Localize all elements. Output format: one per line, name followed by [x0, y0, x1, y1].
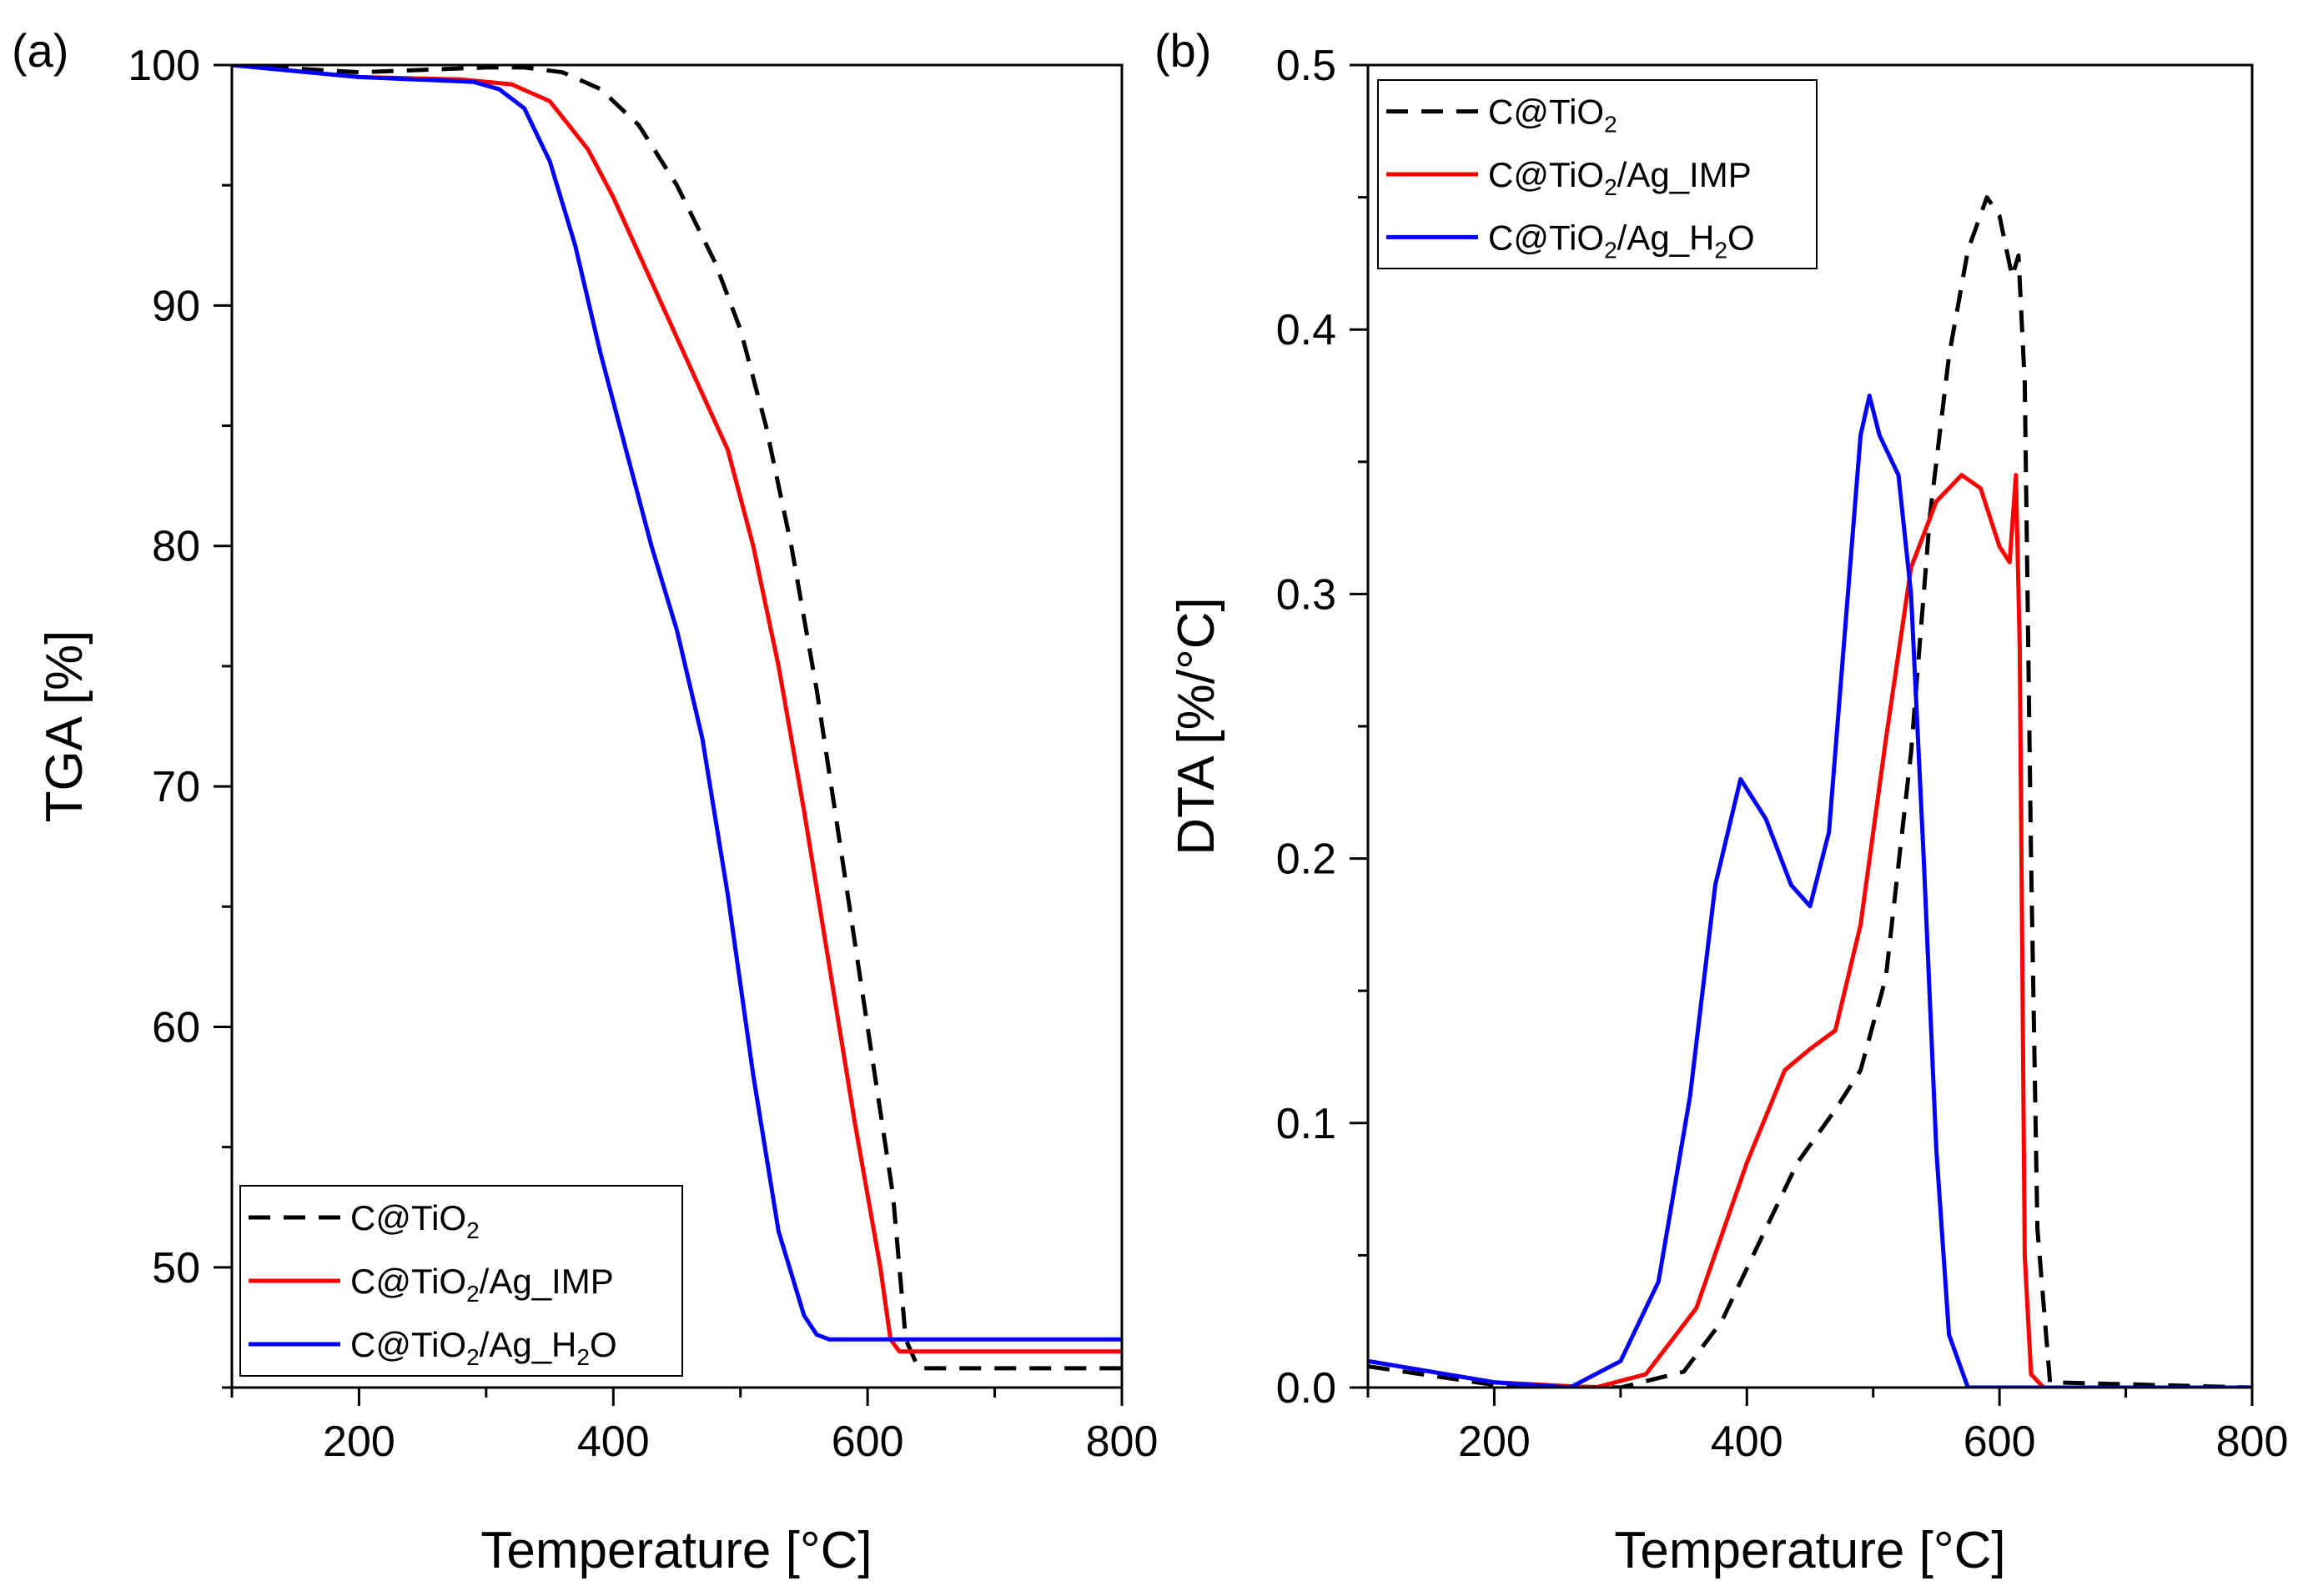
plot-frame: [230, 63, 1124, 1389]
series-line-b-2: [1368, 394, 2252, 1388]
x-tick-label: 600: [832, 1418, 904, 1466]
legend-subscript: 2: [1604, 174, 1617, 200]
legend-entry: C@TiO2: [1488, 93, 1617, 138]
series-line-a-2: [232, 65, 1122, 1342]
x-axis-title: Temperature [°C]: [480, 1522, 872, 1579]
legend-text-part: C@TiO: [350, 1262, 466, 1301]
panel-b-dta: 200 400 600 800 0.0 0.1 0.2 0.3 0.4 0.5 Temperatur…: [1154, 24, 2288, 1579]
legend-text-part: /Ag_H: [1617, 218, 1715, 257]
y-tick-label: 0.4: [1276, 306, 1336, 354]
legend-text-part: /Ag_IMP: [480, 1262, 614, 1301]
y-tick-label: 50: [152, 1244, 200, 1292]
y-tick-label: 0.2: [1276, 836, 1336, 884]
legend-subscript: 2: [466, 1344, 480, 1370]
legend-text-part: O: [590, 1325, 617, 1364]
legend-entry: C@TiO2/Ag_H2O: [1488, 218, 1755, 263]
x-tick-label: 200: [1458, 1418, 1531, 1466]
y-tick-label: 0.0: [1276, 1364, 1336, 1413]
x-tick-label: 800: [2216, 1418, 2289, 1466]
y-tick-label: 0.3: [1276, 570, 1336, 619]
legend-subscript: 2: [1714, 237, 1727, 263]
x-tick-label: 600: [1964, 1418, 2036, 1466]
legend-text-part: C@TiO: [1488, 155, 1604, 194]
legend-subscript: 2: [1604, 237, 1617, 263]
x-tick-label: 400: [577, 1418, 650, 1466]
x-tick-label: 400: [1711, 1418, 1783, 1466]
y-tick-label: 0.5: [1276, 42, 1336, 90]
y-tick-label: 80: [152, 523, 200, 571]
legend-entry: C@TiO2/Ag_IMP: [1488, 155, 1752, 200]
x-axis-title: Temperature [°C]: [1614, 1522, 2005, 1579]
y-axis-title: TGA [%]: [36, 630, 93, 823]
series-line-a-1: [232, 65, 1122, 1354]
legend-text-part: C@TiO: [350, 1325, 466, 1364]
series-line-b-0: [1368, 195, 2252, 1388]
legend-text-part: /Ag_IMP: [1617, 155, 1752, 194]
legend-text-part: C@TiO: [1488, 93, 1604, 132]
y-tick-label: 100: [128, 42, 200, 90]
legend-text-part: /Ag_H: [480, 1325, 577, 1364]
legend-entry: C@TiO2/Ag_H2O: [350, 1325, 617, 1370]
legend-entry: C@TiO2: [350, 1198, 480, 1243]
legend-subscript: 2: [576, 1344, 590, 1370]
legend-subscript: 2: [466, 1281, 480, 1307]
y-tick-label: 70: [152, 763, 200, 811]
legend-text-part: C@TiO: [1488, 218, 1604, 257]
y-tick-label: 90: [152, 282, 200, 330]
legend-subscript: 2: [1604, 112, 1617, 138]
panel-label: (a): [12, 24, 68, 77]
x-tick-label: 200: [323, 1418, 395, 1466]
legend-text-part: O: [1727, 218, 1755, 257]
panel-a-tga: 200 400 600 800 50 60 70 80 90 100 Temperature [°C…: [12, 24, 1158, 1579]
x-tick-label: 800: [1086, 1418, 1159, 1466]
legend-text-part: C@TiO: [350, 1198, 466, 1237]
y-tick-label: 60: [152, 1003, 200, 1051]
legend-entry: C@TiO2/Ag_IMP: [350, 1262, 614, 1307]
series-line-b-1: [1368, 473, 2252, 1388]
legend-subscript: 2: [466, 1217, 480, 1243]
panel-label: (b): [1154, 24, 1211, 77]
series-line-a-0: [232, 65, 1122, 1371]
y-axis-title: DTA [%/°C]: [1168, 597, 1225, 856]
y-tick-label: 0.1: [1276, 1100, 1336, 1148]
